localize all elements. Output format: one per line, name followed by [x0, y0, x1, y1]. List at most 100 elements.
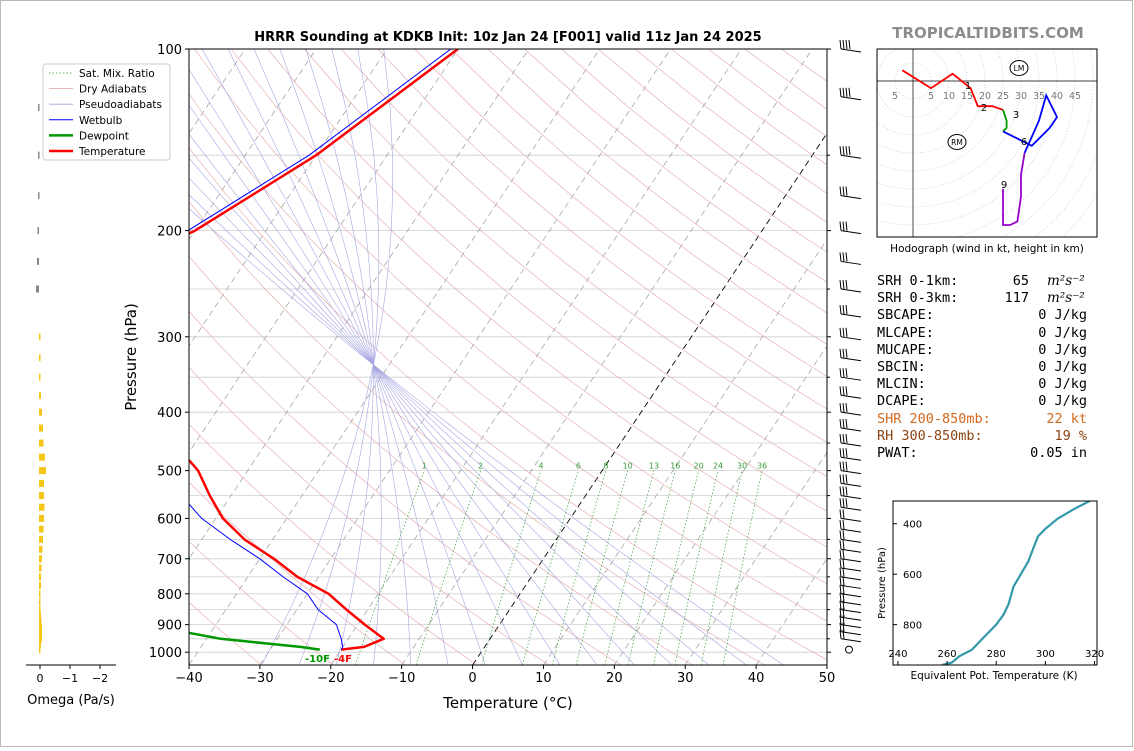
wind-barb-flag — [839, 461, 842, 471]
wind-barb-flag — [842, 520, 845, 530]
wind-barb-staff — [840, 411, 862, 416]
wind-barb-staff — [840, 558, 862, 563]
param-row: SBCIN: 0 J/kg — [877, 359, 1107, 376]
wind-barb-flag — [845, 221, 848, 231]
wind-barb-staff — [840, 442, 862, 447]
wind-barb-staff — [840, 528, 862, 533]
isotherm-line — [189, 49, 459, 453]
theta-e-x-tick-label: 300 — [1036, 649, 1055, 660]
isotherm-line — [1, 49, 33, 665]
wind-barb-staff — [840, 609, 862, 614]
wind-barb-staff — [840, 96, 862, 101]
hodograph-plot: 5 5 10 15 20 25 30 35 40 45 12 3 6 9 LM RM — [877, 49, 1097, 237]
wind-barb-flag — [839, 584, 842, 594]
pseudoadiabat-line — [189, 194, 747, 665]
wind-barb-flag — [839, 486, 842, 496]
wind-barb-flag — [845, 474, 848, 484]
wind-barb-flag — [845, 433, 848, 444]
wind-barb-staff — [840, 230, 862, 235]
surface-dewpoint-label: -10F — [305, 654, 330, 665]
wind-barb-flag — [839, 629, 842, 639]
param-value: 0 J/kg — [1038, 358, 1087, 375]
wind-barb-flag — [848, 39, 851, 50]
omega-bar — [39, 618, 42, 626]
hodograph-ring-label: 35 — [1033, 91, 1045, 102]
theta-e-panel: 240 260 280 300 320 400 600 800 — [888, 500, 1104, 666]
dry-adiabat-line — [189, 255, 693, 665]
omega-x-tick-label: −1 — [62, 672, 78, 685]
wind-barb-flag — [839, 433, 842, 444]
mixing-ratio-line — [627, 470, 676, 665]
hodograph-height-label: 1 — [965, 81, 971, 92]
param-label: SRH 0-3km: — [877, 290, 959, 307]
wind-barb-flag — [842, 403, 845, 413]
omega-bar — [39, 492, 44, 500]
pseudoadiabat-line — [189, 133, 635, 665]
param-label: MUCAPE: — [877, 341, 934, 358]
wind-barb-flag — [839, 279, 842, 290]
omega-bar — [37, 227, 39, 235]
mixing-ratio-label: 2 — [478, 462, 483, 471]
skewt-legend: Sat. Mix. Ratio Dry Adiabats Pseudoadiabat… — [42, 63, 171, 161]
param-value: 22 kt — [1046, 410, 1087, 427]
omega-bar — [38, 151, 40, 159]
wind-barb-staff — [840, 576, 862, 581]
wind-barb-flag — [839, 146, 842, 156]
wind-barb-flag — [839, 615, 842, 625]
legend-label: Temperature — [78, 146, 146, 158]
wind-barb-flag — [839, 403, 842, 413]
dry-adiabat-line — [230, 49, 827, 548]
param-label: PWAT: — [877, 444, 918, 461]
wind-barb-flag — [845, 146, 848, 156]
omega-bar — [39, 467, 46, 475]
wind-barb-flag — [839, 474, 842, 484]
wind-barb-flag — [845, 279, 848, 290]
x-tick-label: 10 — [535, 671, 552, 686]
omega-panel: 0 −1 −2 — [26, 49, 116, 685]
wind-barb-flag — [842, 600, 845, 610]
theta-e-line — [941, 501, 1091, 665]
omega-bar — [39, 514, 44, 522]
calm-wind-circle — [845, 645, 853, 654]
wind-barb-staff — [840, 260, 862, 265]
y-tick-label: 500 — [157, 465, 182, 480]
dry-adiabat-line — [194, 49, 827, 585]
wind-barb-flag — [842, 448, 845, 458]
param-row: PWAT: 0.05 in — [877, 445, 1107, 462]
x-tick-label: −30 — [246, 671, 273, 686]
wind-barb-flag — [845, 252, 848, 262]
wind-barb-flag — [839, 304, 842, 315]
param-value: 19 % — [1054, 427, 1087, 444]
dry-adiabat-line — [189, 201, 765, 665]
wind-barb-staff — [840, 394, 862, 399]
omega-bar — [37, 257, 39, 265]
mixing-ratio-label: 10 — [623, 462, 633, 471]
param-value: 0 J/kg — [1038, 324, 1087, 341]
omega-bar — [39, 598, 41, 606]
mixing-ratio-line — [481, 470, 542, 665]
y-tick-label: 200 — [157, 225, 182, 240]
dry-adiabat-line — [340, 49, 827, 443]
param-row: SRH 0-3km: 117 m²s⁻² — [877, 290, 1107, 307]
wind-barb-flag — [842, 386, 845, 396]
wind-barb-flag — [839, 608, 842, 618]
wind-barb-flag — [842, 509, 845, 519]
wind-barb-flag — [842, 549, 845, 559]
surface-temperature-label: -4F — [334, 654, 352, 665]
hodograph-height-label: 3 — [1013, 110, 1019, 121]
theta-e-y-tick-label: 400 — [903, 520, 922, 531]
param-value: 0.05 in — [1030, 444, 1087, 461]
wind-barb-staff — [840, 495, 862, 500]
omega-bar — [39, 555, 42, 563]
omega-xlabel: Omega (Pa/s) — [27, 693, 115, 708]
mixing-ratio-line — [551, 470, 607, 665]
dry-adiabat-line — [189, 147, 827, 661]
mixing-ratio-line — [354, 470, 425, 665]
wind-barb-flag — [839, 186, 842, 196]
param-unit: m²s⁻² — [1047, 290, 1085, 307]
param-row: SRH 0-1km: 65 m²s⁻² — [877, 273, 1107, 290]
wind-barb-flag — [842, 622, 845, 632]
mixing-ratio-line — [604, 470, 655, 665]
wind-barb-staff — [840, 154, 862, 159]
wind-barb-staff — [840, 470, 862, 475]
